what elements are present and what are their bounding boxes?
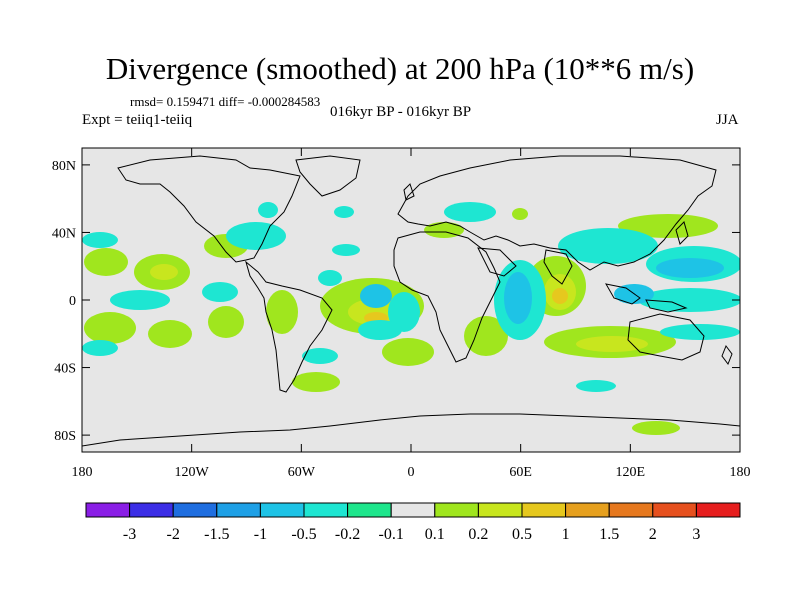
lat-label: 40S: [54, 362, 76, 377]
colorbar-swatch: [172, 502, 218, 518]
colorbar-swatch: [434, 502, 479, 518]
colorbar-label: 1: [562, 526, 570, 543]
lat-label: 80S: [54, 429, 76, 444]
colorbar-swatch: [390, 502, 436, 518]
latitude-axis: 80N 40N 0 40S 80S: [52, 159, 740, 444]
period-label: 016kyr BP - 016kyr BP: [330, 104, 472, 120]
coastlines: [82, 155, 740, 447]
colorbar-label: 3: [692, 526, 700, 543]
longitude-axis: 180 120W 60W 0 60E 120E 180: [72, 148, 751, 480]
colorbar-label: 0.5: [512, 526, 532, 543]
colorbar-swatch: [347, 502, 392, 518]
colorbar-swatch: [85, 502, 131, 518]
colorbar-label: -2: [167, 526, 180, 543]
colorbar-swatch: [303, 502, 349, 518]
lat-label: 40N: [52, 226, 76, 241]
colorbar-swatch: [477, 502, 523, 518]
lon-label: 0: [408, 465, 415, 480]
lon-label: 120E: [616, 465, 646, 480]
divergence-field: [82, 202, 740, 435]
colorbar-swatch: [652, 502, 697, 518]
colorbar: -3 -2 -1.5 -1 -0.5 -0.2 -0.1 0.1 0.2 0.5 1 1.5 2 3: [85, 502, 741, 543]
lat-label: 80N: [52, 159, 76, 174]
lat-label: 0: [69, 294, 76, 309]
lon-label: 180: [730, 465, 751, 480]
colorbar-label: -0.1: [379, 526, 404, 543]
colorbar-label: 0.2: [468, 526, 488, 543]
colorbar-swatch: [216, 502, 261, 518]
colorbar-swatch: [565, 502, 610, 518]
colorbar-label: -3: [123, 526, 136, 543]
colorbar-label: 1.5: [599, 526, 619, 543]
stats-text: rmsd= 0.159471 diff= -0.000284583: [130, 94, 321, 109]
colorbar-swatch: [259, 502, 305, 518]
colorbar-swatch: [129, 502, 174, 518]
lon-label: 60E: [509, 465, 532, 480]
figure-title: Divergence (smoothed) at 200 hPa (10**6 …: [105, 51, 695, 86]
colorbar-swatch: [695, 502, 741, 518]
colorbar-label: -0.2: [335, 526, 360, 543]
colorbar-swatch: [521, 502, 567, 518]
lon-label: 60W: [288, 465, 316, 480]
colorbar-label: 0.1: [425, 526, 445, 543]
lon-label: 120W: [175, 465, 210, 480]
colorbar-label: -0.5: [291, 526, 316, 543]
colorbar-label: -1: [254, 526, 267, 543]
lon-label: 180: [72, 465, 93, 480]
colorbar-label: 2: [649, 526, 657, 543]
experiment-label: Expt = teiiq1-teiiq: [82, 112, 193, 128]
colorbar-swatch: [608, 502, 654, 518]
colorbar-label: -1.5: [204, 526, 229, 543]
season-label: JJA: [716, 112, 739, 128]
